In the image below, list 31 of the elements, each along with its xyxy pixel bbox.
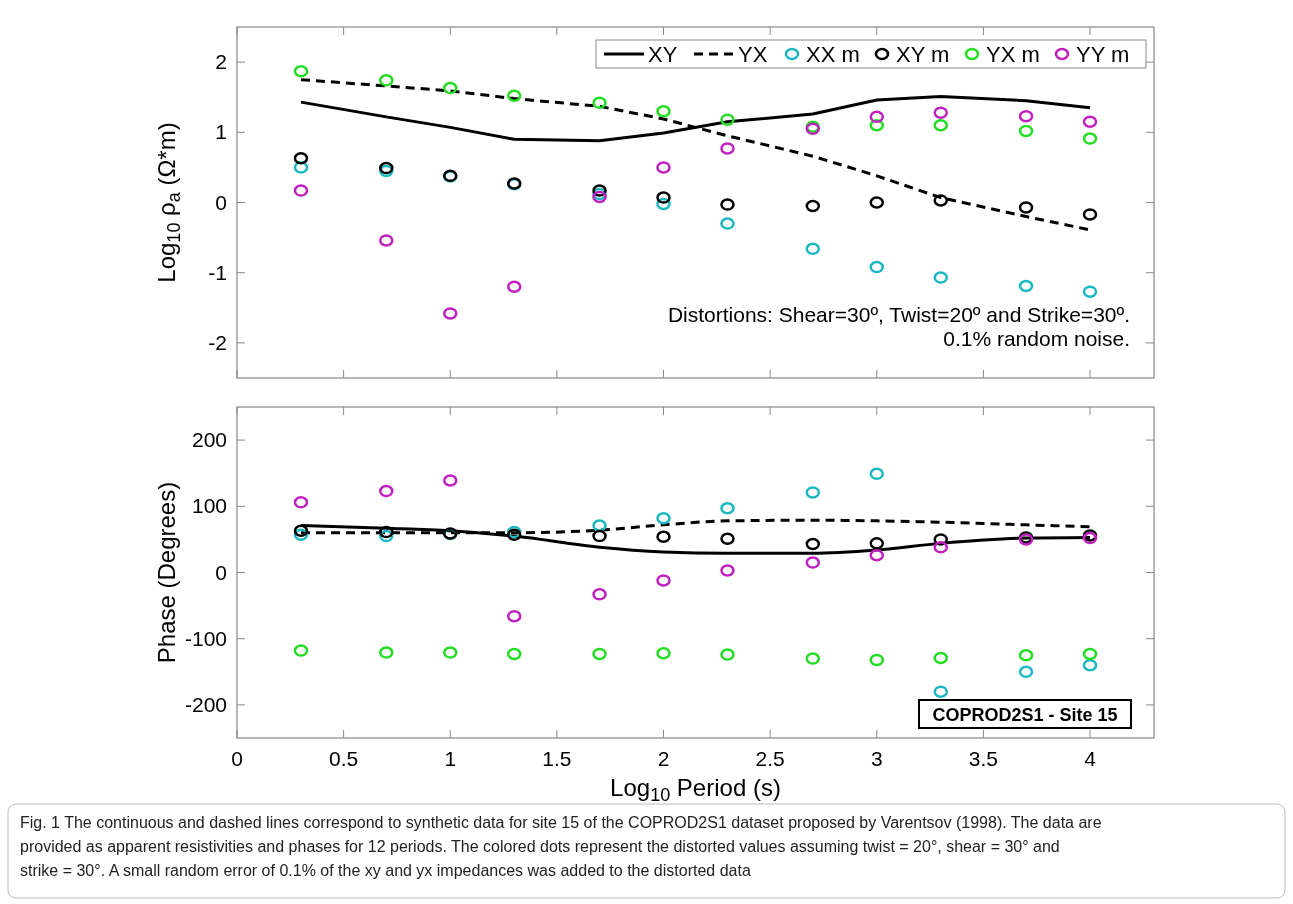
legend-label: XY [648,42,678,67]
annotation: Distortions: Shear=30º, Twist=20º and Strike=30º. [667,303,1130,326]
legend-label: XX m [806,42,860,67]
legend-label: YX [738,42,768,67]
x-axis-title: Log$_{10}$ Period (s) [610,774,781,806]
annotation: 0.1% random noise. [943,327,1130,350]
y-tick-label: 1 [215,120,227,144]
legend-label: XY m [896,42,950,67]
x-tick-label: 2 [657,747,670,770]
x-tick-label: 2.5 [755,747,785,770]
legend-label: YX m [986,42,1040,67]
y-tick-label: 2 [215,50,227,74]
x-tick-label: 1 [444,747,457,770]
caption: Fig. 1 The continuous and dashed lines correspond to synthetic data for site 15 of the COPROD2S1 dataset proposed by Varentsov (1998). The data are provided as apparent resistivities and phases for 12 periods. The colored dots represent the distorted values assuming twist = 20°, shear = 30° and strike = 30°. A small random error of 0.1% of the xy and yx impedances was added to the distorted data [20,814,1102,879]
y-tick-label: -2 [208,330,227,354]
y-tick-label: 0 [215,190,227,214]
x-tick-label: 0 [231,747,243,770]
y-tick-label: -100 [184,626,227,650]
x-tick-label: 4 [1084,747,1097,770]
y-tick-label: 200 [191,428,227,452]
x-tick-label: 3 [870,747,883,770]
annotation: COPROD2S1 - Site 15 [932,705,1118,725]
y-tick-label: 100 [191,494,227,518]
y-axis-title: Phase (Degrees) [153,481,180,664]
legend-label: YY m [1076,42,1130,67]
x-tick-label: 1.5 [542,747,572,770]
x-tick-label: 0.5 [329,747,359,770]
x-tick-label: 3.5 [968,747,998,770]
y-tick-label: 0 [215,560,227,584]
y-tick-label: -200 [184,692,227,716]
y-tick-label: -1 [208,260,227,284]
